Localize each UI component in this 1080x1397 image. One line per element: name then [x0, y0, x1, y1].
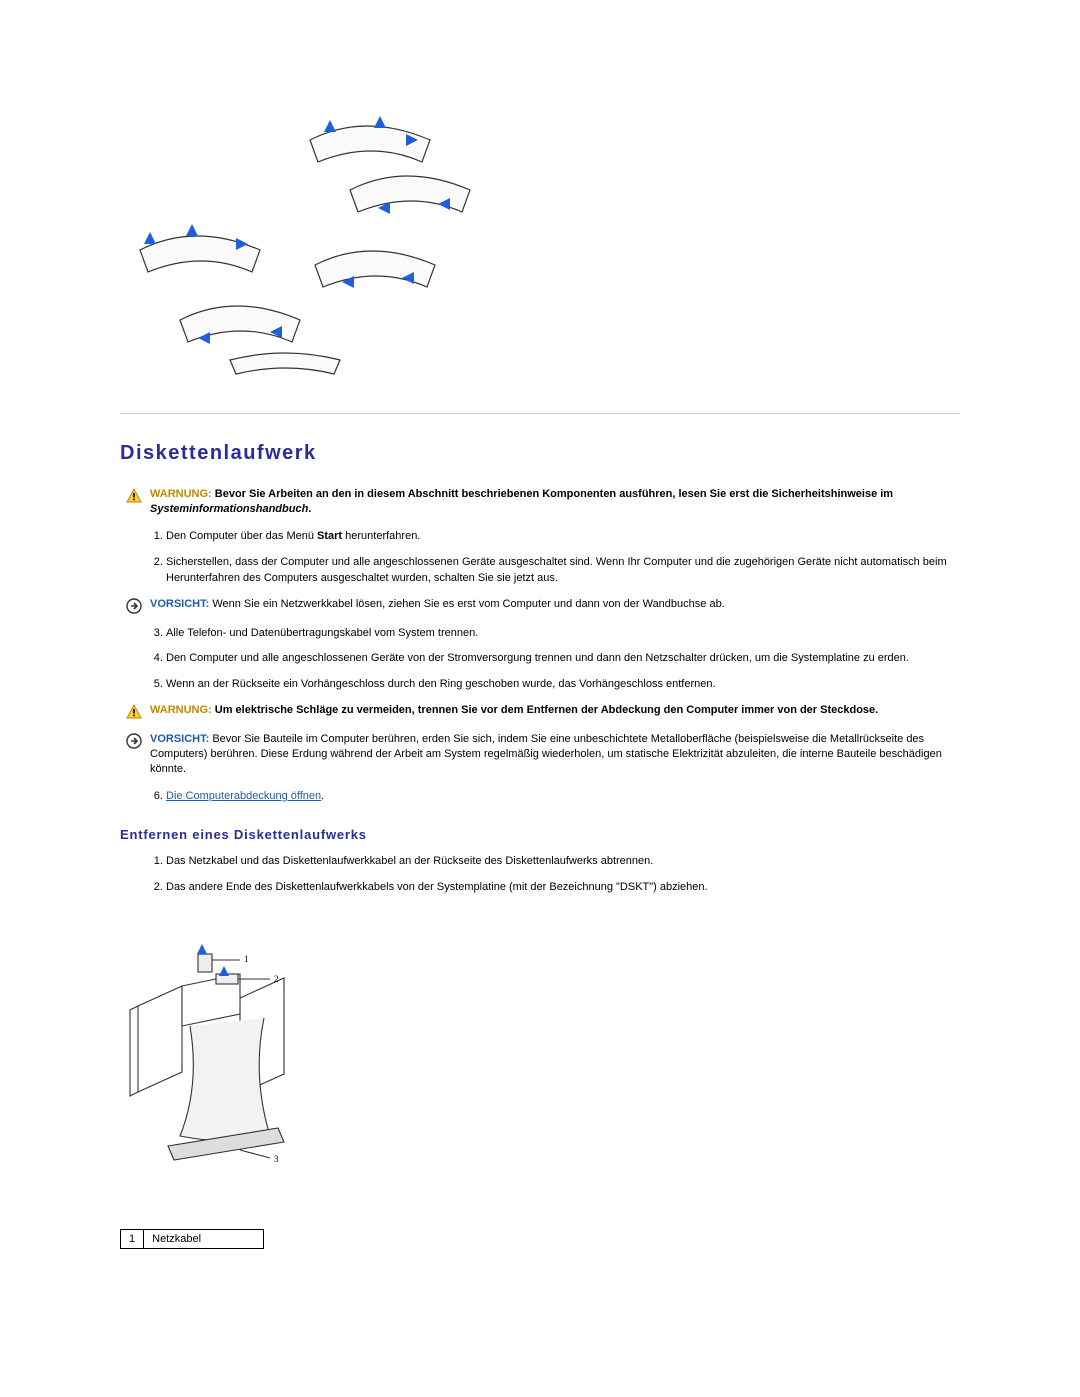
step-1-post: herunterfahren. — [342, 530, 420, 542]
warning-body-bold: Um elektrische Schläge zu vermeiden, tre… — [215, 704, 878, 716]
open-cover-link[interactable]: Die Computerabdeckung öffnen — [166, 790, 321, 802]
warning-label: WARNUNG: — [150, 488, 212, 500]
step-2: Sicherstellen, dass der Computer und all… — [166, 555, 960, 587]
figure-floppy-cables: 1 2 3 — [120, 936, 960, 1199]
subsection-title: Entfernen eines Diskettenlaufwerks — [120, 827, 960, 842]
step-1-bold: Start — [317, 530, 342, 542]
svg-text:1: 1 — [244, 954, 249, 964]
step-6-suffix: . — [321, 790, 324, 802]
caution-body: Bevor Sie Bauteile im Computer berühren,… — [150, 733, 942, 775]
bezel-inserts-illustration — [120, 100, 480, 380]
document-page: Diskettenlaufwerk WARNUNG: Bevor Sie Arb… — [0, 0, 1080, 1289]
warning-body-bold: Bevor Sie Arbeiten an den in diesem Absc… — [215, 488, 893, 500]
step-5: Wenn an der Rückseite ein Vorhängeschlos… — [166, 677, 960, 693]
svg-text:3: 3 — [274, 1154, 279, 1164]
step-6: Die Computerabdeckung öffnen. — [166, 789, 960, 805]
procedure-steps-4: Das Netzkabel und das Diskettenlaufwerkk… — [120, 854, 960, 896]
caution-text: VORSICHT: Bevor Sie Bauteile im Computer… — [150, 732, 960, 777]
warning-callout-1: WARNUNG: Bevor Sie Arbeiten an den in di… — [120, 487, 960, 517]
warning-text: WARNUNG: Um elektrische Schläge zu verme… — [150, 703, 960, 718]
warning-icon — [126, 704, 142, 720]
caution-icon — [126, 598, 142, 614]
caution-body: Wenn Sie ein Netzwerkkabel lösen, ziehen… — [212, 598, 724, 610]
key-num: 1 — [121, 1229, 144, 1248]
warning-callout-2: WARNUNG: Um elektrische Schläge zu verme… — [120, 703, 960, 720]
callout-key-table: 1 Netzkabel — [120, 1229, 264, 1249]
step-3: Alle Telefon- und Datenübertragungskabel… — [166, 626, 960, 642]
figure-bezel-inserts — [120, 100, 960, 383]
caution-callout-2: VORSICHT: Bevor Sie Bauteile im Computer… — [120, 732, 960, 777]
rm-step-1: Das Netzkabel und das Diskettenlaufwerkk… — [166, 854, 960, 870]
step-1: Den Computer über das Menü Start herunte… — [166, 529, 960, 545]
caution-callout-1: VORSICHT: Wenn Sie ein Netzwerkkabel lös… — [120, 597, 960, 614]
warning-label: WARNUNG: — [150, 704, 212, 716]
step-1-pre: Den Computer über das Menü — [166, 530, 317, 542]
caution-label: VORSICHT: — [150, 733, 209, 745]
key-label: Netzkabel — [144, 1229, 264, 1248]
warning-body-italic: Systeminformationshandbuch — [150, 503, 308, 515]
section-title: Diskettenlaufwerk — [120, 442, 960, 465]
step-4: Den Computer und alle angeschlossenen Ge… — [166, 651, 960, 667]
svg-text:2: 2 — [274, 974, 279, 984]
caution-label: VORSICHT: — [150, 598, 209, 610]
caution-icon — [126, 733, 142, 749]
table-row: 1 Netzkabel — [121, 1229, 264, 1248]
warning-body-suffix: . — [308, 503, 311, 515]
rm-step-2: Das andere Ende des Diskettenlaufwerkkab… — [166, 880, 960, 896]
procedure-steps-3: Die Computerabdeckung öffnen. — [120, 789, 960, 805]
warning-icon — [126, 488, 142, 504]
warning-text: WARNUNG: Bevor Sie Arbeiten an den in di… — [150, 487, 960, 517]
floppy-cables-illustration: 1 2 3 — [120, 936, 320, 1196]
procedure-steps-1: Den Computer über das Menü Start herunte… — [120, 529, 960, 587]
procedure-steps-2: Alle Telefon- und Datenübertragungskabel… — [120, 626, 960, 694]
caution-text: VORSICHT: Wenn Sie ein Netzwerkkabel lös… — [150, 597, 960, 612]
section-divider — [120, 413, 960, 414]
